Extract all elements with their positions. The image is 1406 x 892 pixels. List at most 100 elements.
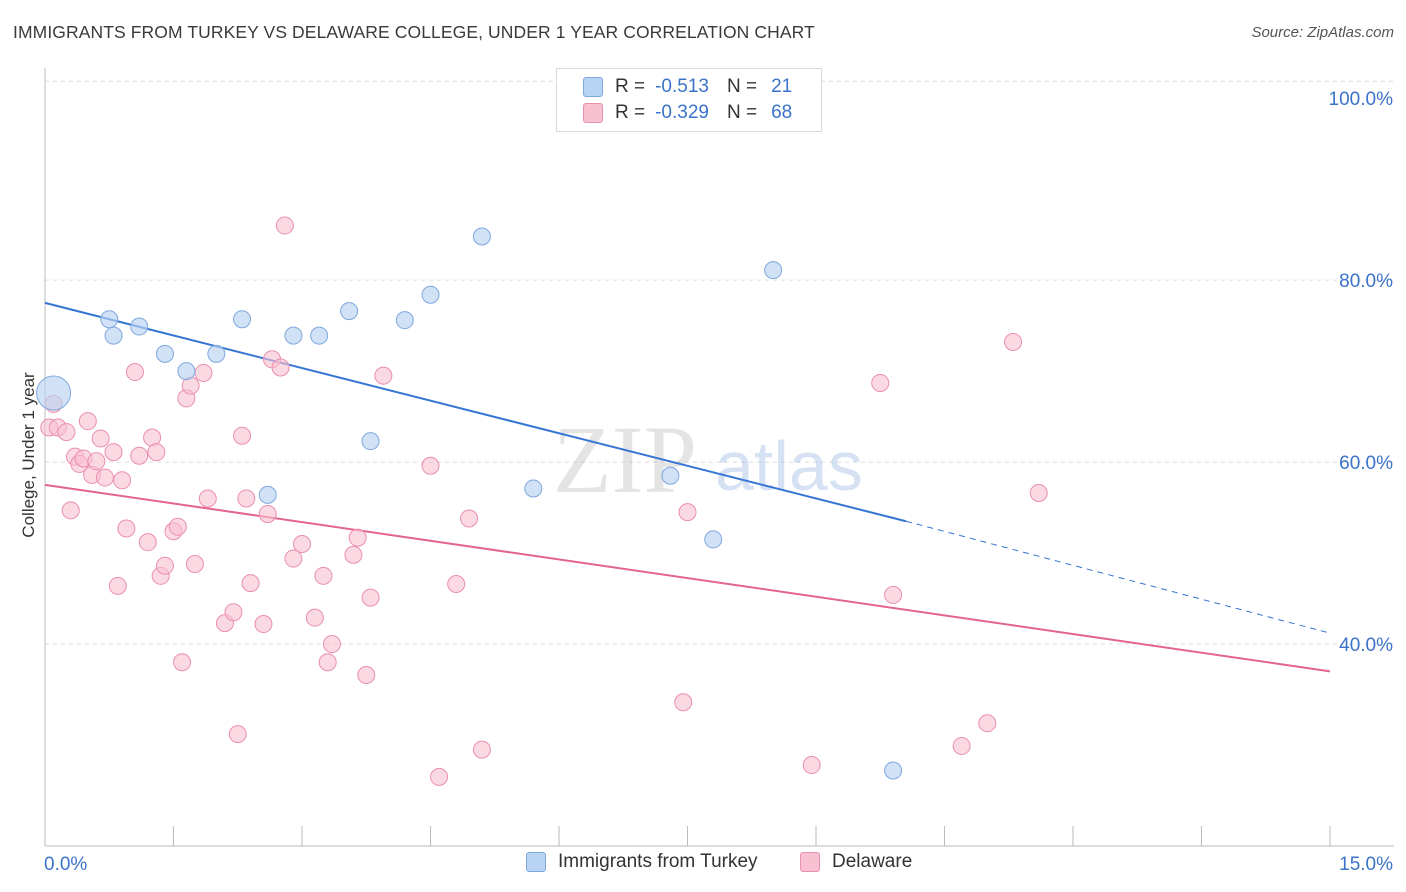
gridlines: [45, 80, 1394, 645]
point-delaware: [884, 585, 903, 604]
trend-line-turkey: [44, 301, 907, 523]
point-delaware: [472, 740, 491, 759]
watermark-zip: ZIP: [553, 406, 697, 513]
y-tick-label: 100.0%: [1329, 89, 1394, 110]
point-turkey: [361, 432, 380, 451]
point-delaware: [57, 423, 76, 442]
point-delaware: [430, 767, 449, 786]
point-delaware: [802, 756, 821, 775]
point-turkey: [100, 310, 119, 329]
point-delaware: [233, 426, 252, 445]
point-delaware: [198, 489, 217, 508]
bottom-legend-label-turkey: Immigrants from Turkey: [558, 851, 758, 872]
point-delaware: [78, 412, 97, 431]
chart-source: Source: ZipAtlas.com: [1251, 24, 1394, 41]
legend-r-value: -0.513: [655, 76, 709, 97]
point-delaware: [348, 528, 367, 547]
watermark: ZIP atlas: [553, 406, 863, 513]
point-turkey: [258, 485, 277, 504]
point-delaware: [254, 615, 273, 634]
point-delaware: [173, 653, 192, 672]
point-turkey: [155, 344, 174, 363]
point-turkey: [524, 479, 543, 498]
legend-row-turkey: R = -0.513 N = 21: [583, 74, 792, 100]
legend-row-delaware: R = -0.329 N = 68: [583, 100, 792, 126]
point-turkey: [130, 317, 149, 336]
point-delaware: [447, 575, 466, 594]
data-points: [36, 216, 1048, 786]
point-delaware: [318, 653, 337, 672]
point-turkey: [395, 311, 414, 330]
point-delaware: [125, 363, 144, 382]
axes: [44, 68, 1394, 847]
y-tick-label: 40.0%: [1339, 635, 1393, 656]
y-tick-label: 60.0%: [1339, 453, 1393, 474]
legend-swatch-pink: [583, 103, 603, 123]
point-turkey: [104, 326, 123, 345]
legend-r-label: R =: [615, 102, 646, 123]
point-delaware: [1029, 484, 1048, 503]
point-turkey: [310, 326, 329, 345]
legend-r-label: R =: [615, 76, 646, 97]
legend-n-label: N =: [726, 102, 758, 123]
x-tick-label: 0.0%: [44, 854, 87, 875]
legend-n-label: N =: [726, 76, 758, 97]
point-delaware: [952, 736, 971, 755]
bottom-legend-delaware: Delaware: [800, 851, 912, 873]
tick-labels: 100.0% 80.0% 60.0% 40.0% 0.0% 15.0%: [44, 89, 1393, 875]
point-delaware: [138, 533, 157, 552]
point-delaware: [674, 693, 693, 712]
point-delaware: [91, 429, 110, 448]
point-delaware: [117, 519, 136, 538]
point-delaware: [224, 603, 243, 622]
point-delaware: [237, 489, 256, 508]
point-turkey: [233, 310, 252, 329]
point-turkey: [764, 261, 783, 280]
point-delaware: [95, 468, 114, 487]
x-tick-label: 15.0%: [1339, 854, 1393, 875]
point-delaware: [258, 504, 277, 523]
point-turkey: [704, 530, 723, 549]
bottom-legend-swatch-pink: [800, 852, 820, 872]
point-delaware: [421, 456, 440, 475]
y-tick-label: 80.0%: [1339, 271, 1393, 292]
bottom-legend-label-delaware: Delaware: [832, 851, 913, 872]
point-delaware: [305, 608, 324, 627]
point-delaware: [130, 446, 149, 465]
point-delaware: [104, 443, 123, 462]
legend-swatch-blue: [583, 77, 603, 97]
legend-n-value: 21: [771, 76, 793, 97]
point-delaware: [275, 216, 294, 235]
point-delaware: [871, 373, 890, 392]
legend-r-value: -0.329: [655, 102, 709, 123]
point-delaware: [147, 443, 166, 462]
point-delaware: [61, 501, 80, 520]
point-delaware: [678, 503, 697, 522]
stats-legend: R = -0.513 N = 21 R = -0.329 N = 68: [556, 68, 822, 132]
point-turkey: [207, 344, 226, 363]
bottom-legend-swatch-blue: [526, 852, 546, 872]
point-delaware: [87, 452, 106, 471]
point-delaware: [978, 714, 997, 733]
point-delaware: [460, 509, 479, 528]
point-delaware: [374, 366, 393, 385]
legend-n-value: 68: [771, 102, 793, 123]
trend-line-turkey-extension: [905, 520, 1331, 634]
point-turkey: [284, 326, 303, 345]
point-turkey: [661, 466, 680, 485]
point-delaware: [344, 545, 363, 564]
point-delaware: [194, 363, 213, 382]
point-turkey: [340, 302, 359, 321]
point-turkey: [36, 375, 72, 411]
point-delaware: [155, 556, 174, 575]
point-delaware: [168, 517, 187, 536]
watermark-atlas: atlas: [715, 427, 863, 505]
point-delaware: [322, 635, 341, 654]
point-delaware: [314, 566, 333, 585]
point-delaware: [185, 554, 204, 573]
point-delaware: [271, 358, 290, 377]
point-delaware: [1004, 333, 1023, 352]
point-delaware: [361, 588, 380, 607]
point-turkey: [884, 761, 903, 780]
point-delaware: [108, 576, 127, 595]
